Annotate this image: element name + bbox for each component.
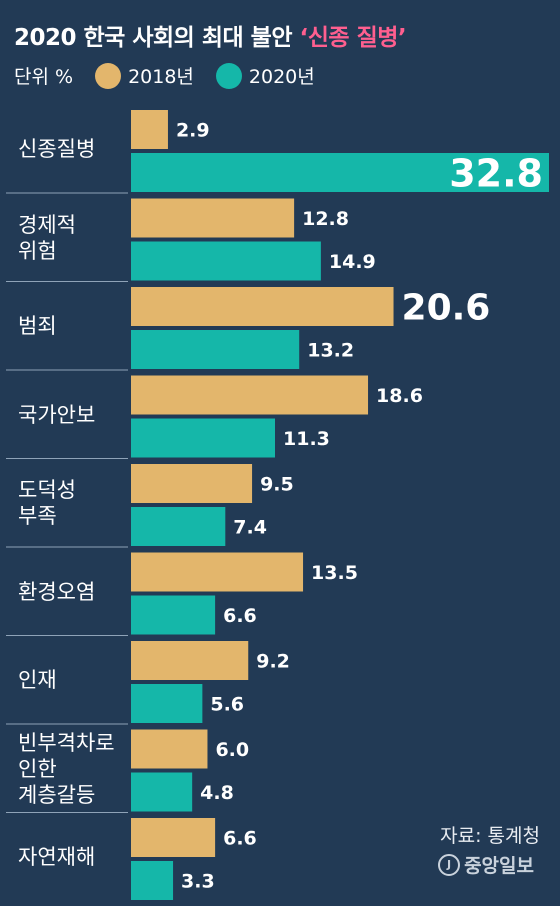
value-label-2020년-8: 3.3 bbox=[181, 871, 215, 893]
value-label-2018년-6: 9.2 bbox=[256, 651, 290, 673]
bar-2018년-6 bbox=[131, 641, 249, 680]
category-label: 도덕성 부족 bbox=[18, 478, 76, 528]
publisher-name: 중앙일보 bbox=[464, 855, 534, 877]
category-label: 빈부격차로 인한 계층갈등 bbox=[18, 730, 115, 807]
publisher-logo: J 중앙일보 bbox=[438, 851, 534, 878]
value-label-2018년-8: 6.6 bbox=[223, 828, 257, 850]
value-label-2020년-6: 5.6 bbox=[210, 694, 244, 716]
legend: 단위 % 2018년 2020년 bbox=[14, 62, 315, 89]
value-label-2020년-7: 4.8 bbox=[200, 782, 234, 804]
value-label-2018년-0: 2.9 bbox=[176, 120, 210, 142]
value-label-2020년-2: 13.2 bbox=[307, 340, 354, 362]
legend-label-2020: 2020년 bbox=[248, 66, 315, 88]
bar-2018년-0 bbox=[131, 110, 168, 149]
category-label: 환경오염 bbox=[18, 579, 96, 604]
legend-item-2018: 2018년 bbox=[95, 62, 194, 89]
category-label: 국가안보 bbox=[18, 402, 96, 427]
bar-2020년-5 bbox=[131, 595, 216, 635]
value-label-2018년-1: 12.8 bbox=[302, 208, 349, 230]
value-label-2020년-1: 14.9 bbox=[329, 251, 376, 273]
value-label-2018년-3: 18.6 bbox=[376, 385, 423, 407]
bar-2020년-7 bbox=[131, 772, 193, 812]
bar-2018년-4 bbox=[131, 464, 253, 503]
unit-label: 단위 % bbox=[14, 66, 74, 88]
value-label-2018년-7: 6.0 bbox=[215, 739, 249, 761]
bar-2020년-8 bbox=[131, 861, 174, 900]
value-label-2020년-4: 7.4 bbox=[233, 517, 267, 539]
bar-2020년-3 bbox=[131, 418, 276, 458]
bar-2018년-1 bbox=[131, 198, 295, 238]
value-label-2018년-5: 13.5 bbox=[311, 562, 358, 584]
bar-2018년-7 bbox=[131, 729, 208, 769]
bar-2018년-3 bbox=[131, 375, 369, 415]
bar-2018년-5 bbox=[131, 552, 304, 592]
bar-2018년-2 bbox=[131, 287, 394, 326]
legend-swatch-2018 bbox=[95, 62, 122, 89]
bar-2018년-8 bbox=[131, 818, 216, 857]
legend-swatch-2020 bbox=[215, 62, 242, 89]
bar-2020년-4 bbox=[131, 507, 226, 546]
title-highlight: ‘신종 질병’ bbox=[299, 25, 407, 51]
bar-2020년-6 bbox=[131, 684, 203, 723]
chart-title: 2020 한국 사회의 최대 불안 ‘신종 질병’ bbox=[14, 18, 407, 52]
category-label: 경제적 위험 bbox=[18, 212, 76, 263]
value-label-2018년-2: 20.6 bbox=[402, 288, 491, 329]
value-label-2020년-0: 32.8 bbox=[449, 152, 543, 196]
bar-2020년-1 bbox=[131, 241, 321, 281]
title-main: 2020 한국 사회의 최대 불안 bbox=[14, 25, 300, 51]
category-label: 신종질병 bbox=[18, 137, 96, 161]
category-label: 범죄 bbox=[18, 314, 57, 338]
category-label: 자연재해 bbox=[18, 845, 96, 869]
bar-2020년-0 bbox=[131, 153, 549, 192]
legend-item-2020: 2020년 bbox=[215, 62, 315, 89]
bar-2020년-2 bbox=[131, 330, 300, 369]
legend-label-2018: 2018년 bbox=[128, 66, 194, 88]
source-text: 자료: 통계청 bbox=[440, 825, 540, 847]
publisher-mark-icon: J bbox=[438, 853, 461, 876]
value-label-2020년-3: 11.3 bbox=[283, 428, 330, 450]
value-label-2018년-4: 9.5 bbox=[260, 474, 294, 496]
category-label: 인재 bbox=[18, 668, 57, 692]
value-label-2020년-5: 6.6 bbox=[223, 605, 257, 627]
